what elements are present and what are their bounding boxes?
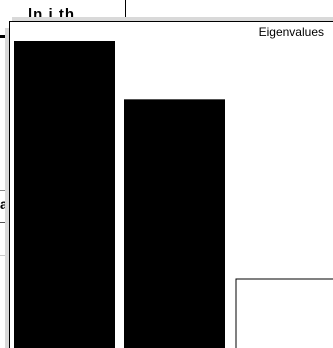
chart-window-shadow-left — [5, 28, 9, 348]
background-window-title: ln i th — [28, 6, 75, 20]
bar-2 — [124, 99, 225, 348]
bar-1 — [14, 41, 115, 348]
bars-group — [14, 41, 225, 348]
background-window-label: ar — [0, 196, 9, 216]
chart-window-shadow-top — [12, 17, 333, 21]
chart-title: Eigenvalues — [258, 25, 324, 39]
background-window-divider — [125, 0, 126, 22]
background-window-titlebar-strip — [0, 0, 109, 14]
legend-box-group — [235, 278, 333, 348]
legend-box — [235, 278, 333, 348]
